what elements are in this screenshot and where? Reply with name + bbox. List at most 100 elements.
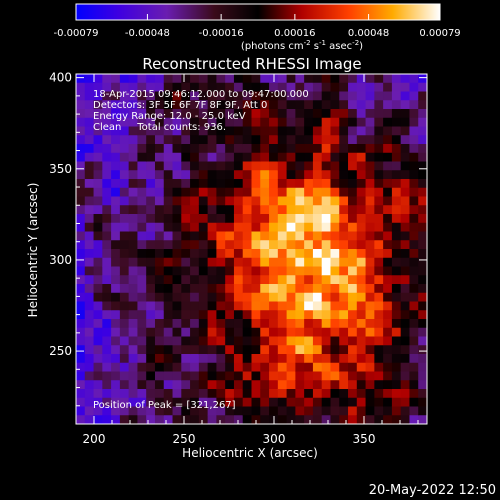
heatmap-cell (163, 371, 174, 381)
heatmap-cell (146, 354, 156, 364)
heatmap-cell (356, 415, 367, 424)
heatmap-cell (409, 354, 419, 364)
heatmap-cell (321, 284, 332, 294)
heatmap-cell (374, 109, 384, 119)
heatmap-cell (321, 327, 332, 338)
y-tick-label: 300 (49, 253, 72, 267)
heatmap-cell (374, 345, 384, 355)
heatmap-cell (154, 74, 165, 84)
heatmap-cell (269, 292, 279, 303)
heatmap-cell (321, 380, 332, 390)
heatmap-cell (225, 380, 235, 390)
heatmap-cell (321, 266, 332, 276)
heatmap-cell (356, 74, 367, 84)
heatmap-cell (330, 231, 340, 241)
heatmap-cell (181, 117, 191, 128)
heatmap-cell (154, 327, 165, 338)
heatmap-cell (102, 284, 112, 294)
heatmap-cell (216, 205, 226, 215)
heatmap-cell (365, 397, 375, 408)
heatmap-cell (339, 319, 349, 329)
heatmap-cell (312, 310, 323, 320)
heatmap-cell (304, 257, 314, 268)
heatmap-cell (356, 284, 367, 294)
heatmap-cell (111, 406, 121, 416)
heatmap-cell (93, 301, 103, 311)
heatmap-cell (391, 415, 402, 424)
heatmap-cell (277, 301, 288, 311)
heatmap-cell (348, 406, 358, 416)
heatmap-cell (304, 135, 314, 145)
heatmap-cell (102, 319, 112, 329)
heatmap-cell (111, 327, 121, 338)
heatmap-cell (365, 284, 375, 294)
heatmap-cell (163, 397, 174, 408)
heatmap-cell (137, 100, 147, 110)
heatmap-cell (111, 362, 121, 373)
heatmap-cell (76, 327, 86, 338)
heatmap-cell (242, 109, 253, 119)
heatmap-cell (348, 319, 358, 329)
heatmap-cell (374, 161, 384, 171)
heatmap-cell (383, 126, 393, 136)
heatmap-cell (383, 100, 393, 110)
heatmap-cell (111, 257, 121, 268)
heatmap-cell (242, 196, 253, 206)
heatmap-cell (111, 117, 121, 128)
heatmap-cell (312, 406, 323, 416)
heatmap-cell (321, 240, 332, 250)
heatmap-cell (146, 82, 156, 93)
heatmap-cell (190, 380, 200, 390)
heatmap-cell (111, 161, 121, 171)
heatmap-cell (93, 126, 103, 136)
heatmap-cell (190, 91, 200, 101)
heatmap-cell (286, 275, 296, 285)
heatmap-cell (207, 275, 218, 285)
heatmap-cell (383, 170, 393, 180)
footer-timestamp: 20-May-2022 12:50 (369, 483, 496, 498)
heatmap-cell (216, 240, 226, 250)
heatmap-cell (102, 144, 112, 154)
heatmap-cell (198, 406, 209, 416)
heatmap-cell (400, 319, 411, 329)
heatmap-cell (400, 415, 411, 424)
heatmap-cell (181, 345, 191, 355)
heatmap-cell (330, 371, 340, 381)
heatmap-cell (269, 362, 279, 373)
heatmap-cell (233, 179, 244, 189)
heatmap-cell (181, 231, 191, 241)
heatmap-cell (374, 389, 384, 399)
heatmap-cell (251, 362, 261, 373)
heatmap-cell (102, 196, 112, 206)
heatmap-cell (128, 249, 139, 259)
heatmap-cell (76, 205, 86, 215)
heatmap-cell (277, 91, 288, 101)
heatmap-cell (356, 117, 367, 128)
heatmap-cell (365, 240, 375, 250)
heatmap-cell (216, 231, 226, 241)
heatmap-cell (93, 196, 103, 206)
heatmap-cell (242, 240, 253, 250)
heatmap-cell (304, 345, 314, 355)
heatmap-cell (233, 284, 244, 294)
heatmap-cell (400, 100, 411, 110)
heatmap-cell (172, 284, 182, 294)
heatmap-cell (383, 389, 393, 399)
heatmap-cell (348, 74, 358, 84)
heatmap-cell (339, 327, 349, 338)
heatmap-cell (207, 362, 218, 373)
heatmap-cell (295, 406, 305, 416)
heatmap-cell (356, 205, 367, 215)
heatmap-image (76, 74, 427, 424)
heatmap-cell (128, 406, 139, 416)
heatmap-cell (93, 345, 103, 355)
heatmap-cell (207, 214, 218, 224)
heatmap-cell (190, 336, 200, 346)
heatmap-cell (383, 327, 393, 338)
heatmap-cell (321, 319, 332, 329)
heatmap-cell (418, 380, 427, 390)
heatmap-cell (330, 257, 340, 268)
heatmap-cell (181, 249, 191, 259)
heatmap-cell (233, 187, 244, 198)
heatmap-cell (242, 406, 253, 416)
